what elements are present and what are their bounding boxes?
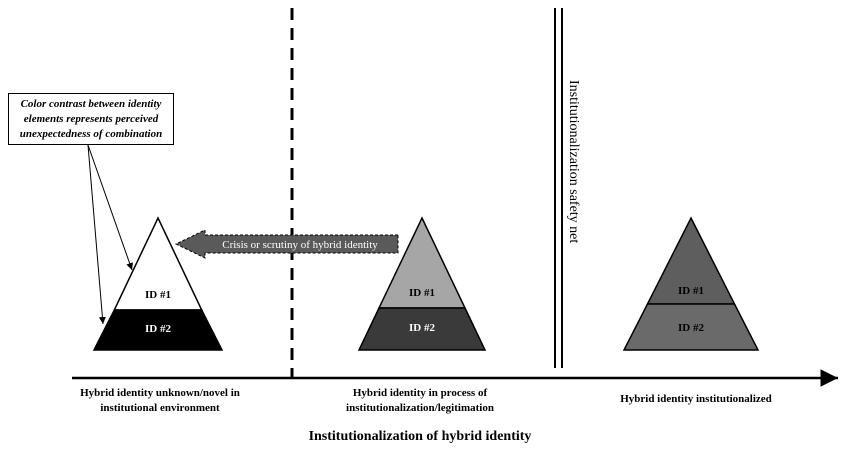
triangle-in-process: ID #1 ID #2 (357, 216, 487, 351)
callout-arrow-2 (87, 144, 106, 325)
safety-net-label: Institutionalization safety net (566, 80, 581, 243)
triangle-1-id2: ID #2 (145, 323, 171, 335)
callout-note: Color contrast between identity elements… (8, 93, 174, 145)
crisis-arrow-label: Crisis or scrutiny of hybrid identity (222, 239, 378, 251)
stage-label-in-process: Hybrid identity in process of institutio… (346, 387, 494, 414)
stage-label-institutionalized: Hybrid identity institutionalized (620, 393, 772, 405)
callout-arrow-1 (87, 144, 133, 271)
triangle-1-bottom (92, 309, 224, 351)
triangle-2-id1: ID #1 (409, 287, 435, 299)
triangle-unknown: ID #1 ID #2 (92, 216, 224, 351)
triangle-3-id1: ID #1 (678, 285, 704, 297)
crisis-arrow: Crisis or scrutiny of hybrid identity (174, 229, 399, 259)
axis-title: Institutionalization of hybrid identity (308, 429, 532, 444)
stage-label-unknown: Hybrid identity unknown/novel in institu… (80, 387, 240, 414)
crisis-arrow-shape (174, 229, 399, 259)
triangle-2-id2: ID #2 (409, 322, 435, 334)
triangle-1-id1: ID #1 (145, 289, 171, 301)
triangle-2-bottom (357, 307, 487, 351)
triangle-institutionalized: ID #1 ID #2 (622, 216, 760, 351)
triangle-3-id2: ID #2 (678, 322, 704, 334)
triangle-3-bottom (622, 303, 760, 351)
